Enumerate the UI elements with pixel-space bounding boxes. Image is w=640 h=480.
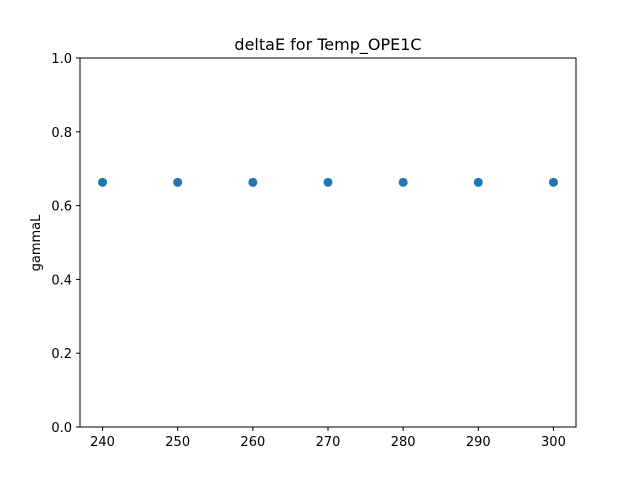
y-tick-label: 0.0 <box>51 421 72 436</box>
y-tick-label: 0.2 <box>51 347 72 362</box>
y-axis-label: gammaL <box>29 214 44 272</box>
x-tick-label: 290 <box>466 435 491 450</box>
data-point <box>548 177 558 187</box>
x-tick-label: 240 <box>90 435 115 450</box>
plot-frame <box>79 57 577 428</box>
data-point <box>398 177 408 187</box>
data-point <box>473 177 483 187</box>
data-point <box>98 177 108 187</box>
y-axis-ticks: 0.0 0.2 0.4 0.6 0.8 1.0 <box>51 52 80 436</box>
y-tick-label: 1.0 <box>51 52 72 67</box>
data-point <box>173 177 183 187</box>
data-point <box>248 177 258 187</box>
x-tick-label: 270 <box>316 435 341 450</box>
data-points <box>98 177 558 187</box>
x-tick-label: 300 <box>541 435 566 450</box>
chart-title: deltaE for Temp_OPE1C <box>234 35 421 55</box>
x-axis-ticks: 240 250 260 270 280 290 300 <box>90 427 566 450</box>
y-tick-label: 0.8 <box>51 126 72 141</box>
x-tick-label: 250 <box>165 435 190 450</box>
x-tick-label: 260 <box>240 435 265 450</box>
y-tick-label: 0.6 <box>51 200 72 215</box>
y-tick-label: 0.4 <box>51 273 72 288</box>
x-tick-label: 280 <box>391 435 416 450</box>
data-point <box>323 177 333 187</box>
